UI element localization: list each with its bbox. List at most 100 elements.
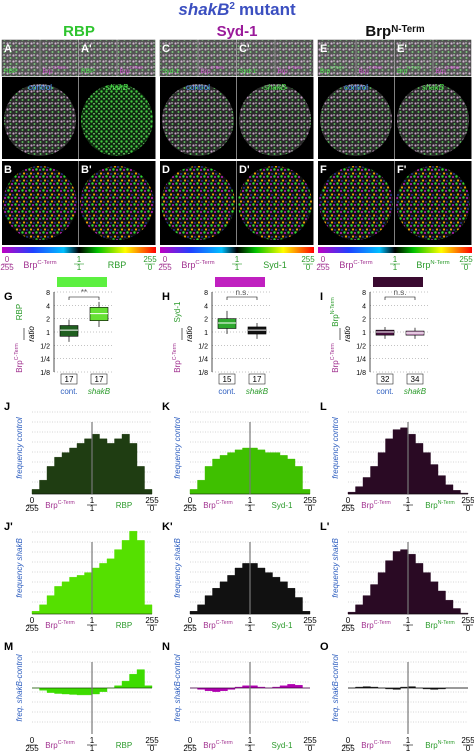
axis-marker: BrpN-Term bbox=[425, 500, 454, 510]
y-tick-label: 1/2 bbox=[198, 343, 208, 350]
scale-reference: BrpC-Term bbox=[181, 260, 214, 270]
axis-end-label: 255 bbox=[341, 624, 355, 633]
axis-end-label: 255 bbox=[25, 744, 39, 753]
hist-y-label: freq. shakB-control bbox=[173, 654, 182, 721]
column-header: Syd-1 bbox=[217, 23, 258, 40]
ratio-marker-base: Brp bbox=[331, 314, 340, 327]
axis-reference-sup: C-Term bbox=[58, 620, 75, 626]
axis-end-label: 255 bbox=[183, 744, 197, 753]
group-label: cont. bbox=[376, 387, 393, 396]
scale-label: 0 bbox=[321, 255, 326, 264]
ratio-image bbox=[161, 166, 235, 240]
scale-marker-base: Brp bbox=[416, 260, 430, 270]
channel-label: BrpN-Term bbox=[397, 65, 421, 75]
axis-end-label: 0 bbox=[466, 504, 471, 513]
scale-label: 255 bbox=[316, 263, 330, 272]
axis-reference: BrpC-Term bbox=[361, 620, 390, 630]
ratio-image bbox=[319, 166, 393, 240]
scale-label: 0 bbox=[306, 263, 311, 272]
ratio-reference-sup: C-Term bbox=[330, 343, 336, 360]
y-tick-label: 1/2 bbox=[40, 343, 50, 350]
count-label: 17 bbox=[253, 375, 262, 384]
axis-marker: RBP bbox=[116, 621, 132, 630]
axis-reference-sup: C-Term bbox=[58, 500, 75, 506]
hist-y-label: frequency control bbox=[173, 417, 182, 479]
color-bar bbox=[318, 247, 472, 253]
ratio-reference: BrpC-Term bbox=[330, 343, 340, 372]
ratio-reference-sup: C-Term bbox=[14, 343, 20, 360]
axis-center-label: 1 bbox=[90, 496, 95, 505]
condition-label: control bbox=[28, 83, 52, 92]
axis-reference-base: Brp bbox=[45, 741, 58, 750]
channel-tile bbox=[198, 39, 237, 77]
condition-label: shakB bbox=[422, 83, 445, 92]
axis-marker-sup: N-Term bbox=[438, 620, 455, 626]
axis-marker-base: Brp bbox=[425, 621, 438, 630]
channel-label-sup: C-Term bbox=[369, 65, 383, 70]
axis-end-label: 0 bbox=[308, 744, 313, 753]
axis-end-label: 255 bbox=[461, 496, 474, 505]
axis-reference-base: Brp bbox=[361, 501, 374, 510]
hist-y-label: frequency control bbox=[331, 417, 340, 479]
channel-label-base: Syd-1 bbox=[239, 68, 256, 75]
axis-end-label: 255 bbox=[303, 736, 317, 745]
channel-label-sup: C-Term bbox=[288, 65, 302, 70]
axis-center-label: 1 bbox=[406, 624, 411, 633]
condition-label: shakB bbox=[106, 83, 129, 92]
channel-label: Syd-1 bbox=[239, 68, 256, 75]
channel-tile bbox=[1, 39, 40, 77]
scale-label: 0 bbox=[464, 263, 469, 272]
count-box bbox=[90, 373, 108, 385]
axis-end-label: 255 bbox=[145, 736, 159, 745]
scale-reference-sup: C-Term bbox=[37, 260, 56, 266]
axis-reference-base: Brp bbox=[361, 741, 374, 750]
y-tick-label: 1/8 bbox=[198, 370, 208, 377]
hist-y-label: frequency shakB bbox=[173, 538, 182, 598]
marker-swatch bbox=[373, 277, 423, 287]
panel-letter: F bbox=[320, 164, 327, 176]
count-box bbox=[60, 373, 78, 385]
axis-end-label: 0 bbox=[466, 744, 471, 753]
channel-label: BrpN-Term bbox=[320, 65, 344, 75]
channel-label: BrpC-Term bbox=[359, 65, 383, 75]
overlay-image bbox=[320, 84, 392, 156]
color-bar bbox=[2, 247, 156, 253]
channel-label-base: Brp bbox=[43, 68, 54, 75]
scale-label: 255 bbox=[143, 255, 157, 264]
ratio-image bbox=[3, 166, 77, 240]
axis-reference: BrpC-Term bbox=[361, 740, 390, 750]
channel-tile bbox=[159, 39, 198, 77]
overlay-image bbox=[397, 84, 469, 156]
axis-reference-sup: C-Term bbox=[216, 740, 233, 746]
axis-center-label: 1 bbox=[248, 736, 253, 745]
axis-reference-sup: C-Term bbox=[216, 500, 233, 506]
count-label: 15 bbox=[223, 375, 232, 384]
axis-reference: BrpC-Term bbox=[45, 620, 74, 630]
axis-marker-base: RBP bbox=[116, 501, 132, 510]
y-tick-label: 4 bbox=[362, 303, 366, 310]
condition-label: shakB bbox=[264, 83, 287, 92]
scale-label: 255 bbox=[0, 263, 14, 272]
panel-letter: N bbox=[162, 641, 170, 653]
ratio-reference-base: Brp bbox=[331, 360, 340, 373]
channel-label: BrpC-Term bbox=[201, 65, 225, 75]
hist-y-label: freq. shakB-control bbox=[15, 654, 24, 721]
axis-marker-base: Brp bbox=[425, 741, 438, 750]
axis-marker-base: RBP bbox=[116, 621, 132, 630]
axis-end-label: 0 bbox=[466, 624, 471, 633]
axis-reference-base: Brp bbox=[203, 621, 216, 630]
count-box bbox=[376, 373, 394, 385]
axis-end-label: 255 bbox=[145, 496, 159, 505]
axis-center-label: 1 bbox=[248, 616, 253, 625]
axis-reference-base: Brp bbox=[361, 621, 374, 630]
channel-label-base: Brp bbox=[397, 68, 408, 75]
y-tick-label: 1/8 bbox=[356, 370, 366, 377]
column-header-sup: N-Term bbox=[391, 24, 425, 35]
channel-tile bbox=[433, 39, 472, 77]
axis-reference: BrpC-Term bbox=[203, 740, 232, 750]
hist-y-label: frequency control bbox=[15, 417, 24, 479]
axis-reference-sup: C-Term bbox=[216, 620, 233, 626]
axis-reference-base: Brp bbox=[45, 501, 58, 510]
axis-center-label: 1 bbox=[406, 736, 411, 745]
group-label: shakB bbox=[88, 387, 111, 396]
